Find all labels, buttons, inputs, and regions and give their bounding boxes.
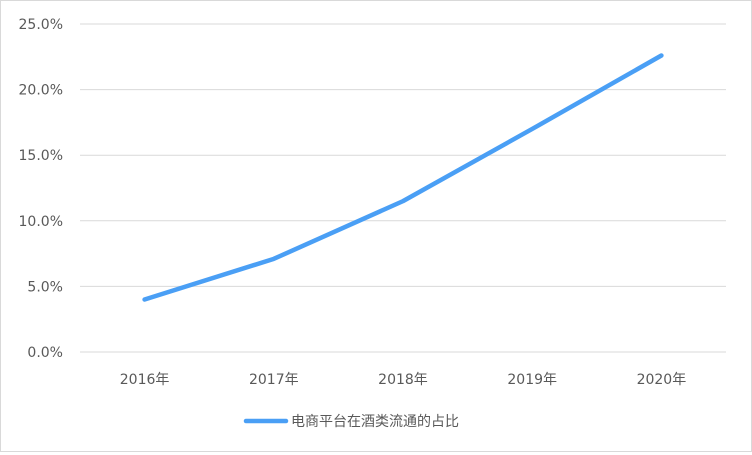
legend-label: 电商平台在酒类流通的占比	[291, 414, 459, 430]
x-tick-label: 2016年	[120, 372, 170, 388]
x-tick-label: 2017年	[249, 372, 299, 388]
x-tick-label: 2019年	[507, 372, 557, 388]
y-tick-label: 10.0%	[19, 214, 63, 230]
y-tick-label: 5.0%	[27, 279, 63, 295]
series-line	[145, 55, 662, 299]
x-tick-label: 2018年	[378, 372, 428, 388]
x-tick-label: 2020年	[637, 372, 687, 388]
y-tick-label: 15.0%	[19, 148, 63, 164]
y-tick-label: 0.0%	[27, 345, 63, 361]
y-tick-label: 20.0%	[19, 83, 63, 99]
y-tick-label: 25.0%	[19, 17, 63, 33]
